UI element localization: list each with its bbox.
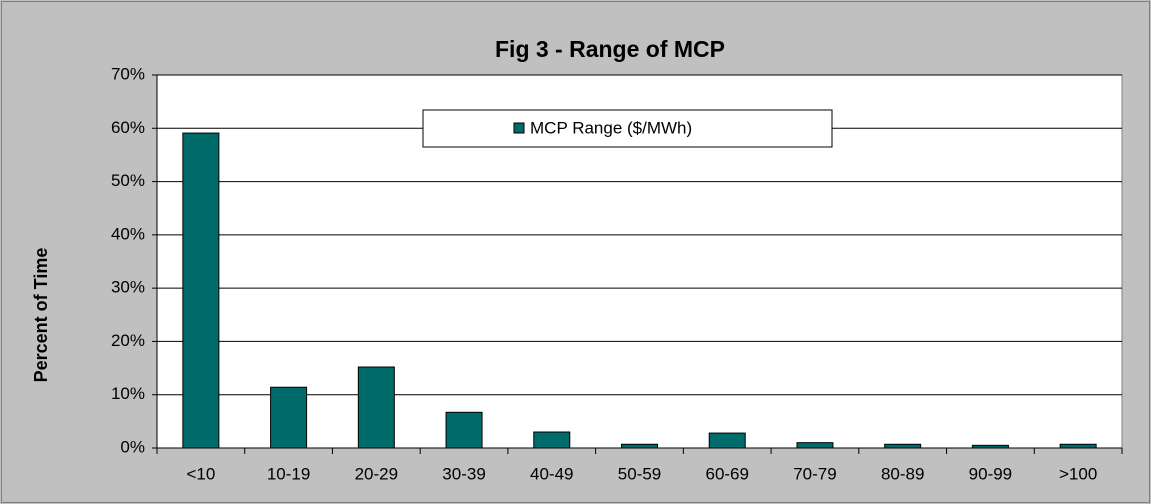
y-axis-label: Percent of Time	[31, 248, 51, 383]
x-tick-label: 70-79	[793, 464, 836, 483]
x-tick-label: 60-69	[705, 464, 748, 483]
x-tick-label: 20-29	[355, 464, 398, 483]
bar	[357, 366, 395, 449]
bar	[884, 443, 922, 449]
x-tick-label: 10-19	[267, 464, 310, 483]
bar	[445, 411, 483, 449]
y-tick-label: 10%	[111, 384, 145, 403]
legend-label: MCP Range ($/MWh)	[530, 118, 692, 137]
y-tick-label: 40%	[111, 224, 145, 243]
x-tick-label: 50-59	[618, 464, 661, 483]
legend-box	[422, 109, 833, 148]
x-tick-label: 30-39	[442, 464, 485, 483]
bar	[270, 386, 308, 449]
y-tick-label: 30%	[111, 278, 145, 297]
x-tick-label: 90-99	[969, 464, 1012, 483]
x-tick-label: >100	[1059, 464, 1097, 483]
legend-swatch	[513, 122, 525, 134]
bar	[621, 443, 658, 449]
bar	[971, 444, 1009, 449]
y-tick-label: 70%	[111, 64, 145, 83]
y-tick-label: 20%	[111, 331, 145, 350]
x-tick-label: 40-49	[530, 464, 573, 483]
bar	[1059, 443, 1097, 449]
bar	[182, 132, 220, 449]
chart-title: Fig 3 - Range of MCP	[495, 36, 725, 62]
x-tick-label: 80-89	[881, 464, 924, 483]
y-tick-label: 60%	[111, 118, 145, 137]
bar	[708, 432, 746, 449]
bar	[533, 431, 571, 449]
bar	[796, 442, 834, 449]
y-tick-label: 0%	[120, 437, 145, 456]
y-tick-label: 50%	[111, 171, 145, 190]
x-tick-label: <10	[186, 464, 215, 483]
